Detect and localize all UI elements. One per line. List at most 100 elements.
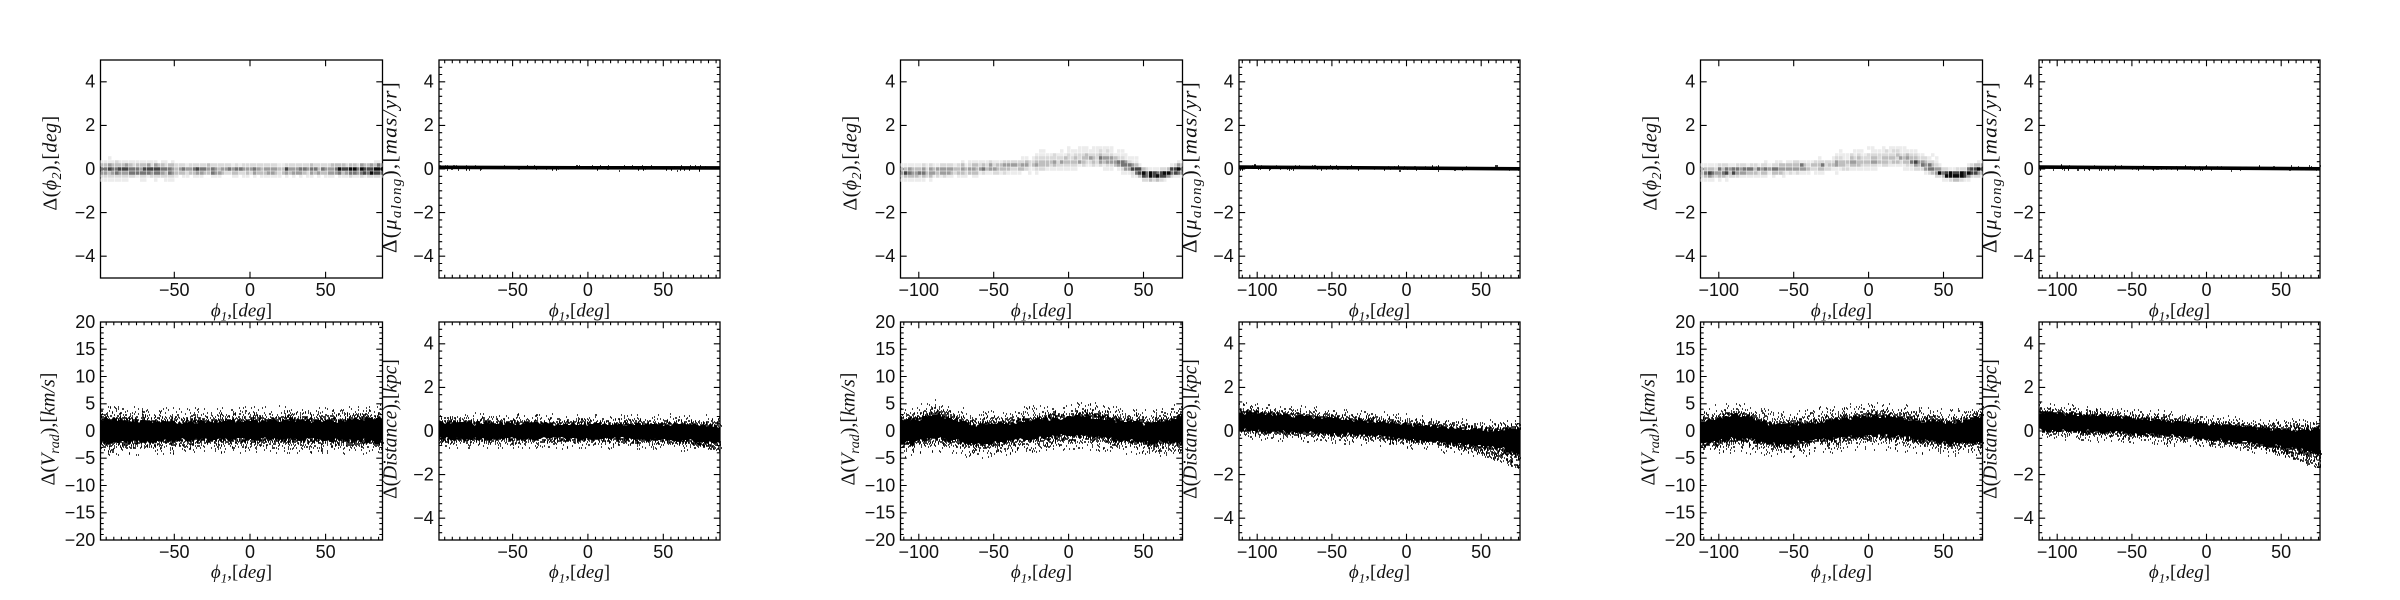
svg-text:0: 0	[1864, 280, 1874, 300]
svg-text:Δ(μalong​),[mas/yr]: Δ(μalong​),[mas/yr]	[1978, 81, 2006, 253]
svg-text:50: 50	[2271, 542, 2291, 562]
svg-text:4: 4	[1685, 72, 1695, 92]
svg-text:20: 20	[75, 312, 95, 332]
svg-text:0: 0	[1224, 159, 1234, 179]
svg-text:−4: −4	[1675, 246, 1696, 266]
svg-text:−20: −20	[1665, 530, 1696, 550]
svg-text:−2: −2	[875, 202, 896, 222]
svg-text:4: 4	[2024, 334, 2034, 354]
svg-text:ϕ1​,[deg]: ϕ1​,[deg]	[1349, 300, 1410, 323]
svg-text:Δ(ϕ2​),[deg]: Δ(ϕ2​),[deg]	[1640, 115, 1665, 210]
svg-text:−20: −20	[65, 530, 96, 550]
svg-text:50: 50	[653, 542, 673, 562]
svg-text:−2: −2	[413, 464, 434, 484]
svg-text:10: 10	[1675, 366, 1695, 386]
svg-text:−2: −2	[413, 202, 434, 222]
svg-text:−4: −4	[2013, 508, 2034, 528]
svg-text:20: 20	[1675, 312, 1695, 332]
svg-text:0: 0	[2024, 159, 2034, 179]
svg-text:0: 0	[1401, 542, 1411, 562]
svg-text:Δ(μalong​),[mas/yr]: Δ(μalong​),[mas/yr]	[378, 81, 406, 253]
svg-text:−100: −100	[1237, 280, 1278, 300]
svg-text:2: 2	[424, 377, 434, 397]
svg-text:−50: −50	[978, 280, 1009, 300]
svg-text:−15: −15	[65, 503, 96, 523]
svg-text:−5: −5	[1675, 448, 1696, 468]
svg-text:ϕ1​,[deg]: ϕ1​,[deg]	[1011, 562, 1072, 585]
svg-text:−2: −2	[75, 202, 96, 222]
svg-text:2: 2	[2024, 377, 2034, 397]
svg-text:0: 0	[424, 159, 434, 179]
svg-text:50: 50	[653, 280, 673, 300]
svg-text:−4: −4	[1213, 508, 1234, 528]
svg-text:50: 50	[1933, 542, 1953, 562]
svg-text:4: 4	[424, 334, 434, 354]
svg-text:Δ(ϕ2​),[deg]: Δ(ϕ2​),[deg]	[840, 115, 865, 210]
svg-text:−20: −20	[865, 530, 896, 550]
svg-text:−50: −50	[497, 280, 528, 300]
svg-text:−2: −2	[1675, 202, 1696, 222]
svg-text:5: 5	[885, 394, 895, 414]
svg-text:0: 0	[245, 280, 255, 300]
svg-text:0: 0	[1864, 542, 1874, 562]
svg-text:2: 2	[1224, 377, 1234, 397]
svg-text:50: 50	[1471, 280, 1491, 300]
svg-text:−50: −50	[1778, 280, 1809, 300]
svg-text:4: 4	[424, 72, 434, 92]
svg-text:Δ(Vrad​),[km/s]: Δ(Vrad​),[km/s]	[1638, 373, 1663, 486]
svg-text:2: 2	[2024, 115, 2034, 135]
svg-text:2: 2	[1224, 115, 1234, 135]
svg-text:−10: −10	[65, 475, 96, 495]
svg-text:−15: −15	[1665, 503, 1696, 523]
svg-text:−50: −50	[1317, 280, 1348, 300]
svg-text:−50: −50	[1778, 542, 1809, 562]
svg-text:15: 15	[1675, 339, 1695, 359]
svg-text:2: 2	[424, 115, 434, 135]
svg-text:4: 4	[885, 72, 895, 92]
svg-text:−10: −10	[1665, 475, 1696, 495]
svg-text:ϕ1​,[deg]: ϕ1​,[deg]	[549, 562, 610, 585]
svg-text:−50: −50	[497, 542, 528, 562]
svg-text:Δ(Vrad​),[km/s]: Δ(Vrad​),[km/s]	[838, 373, 863, 486]
svg-text:−2: −2	[2013, 464, 2034, 484]
svg-text:−2: −2	[1213, 202, 1234, 222]
svg-text:50: 50	[1133, 280, 1153, 300]
svg-text:50: 50	[316, 542, 336, 562]
svg-text:−4: −4	[75, 246, 96, 266]
svg-text:0: 0	[424, 421, 434, 441]
svg-text:50: 50	[316, 280, 336, 300]
svg-text:−5: −5	[75, 448, 96, 468]
svg-text:ϕ1​,[deg]: ϕ1​,[deg]	[1811, 562, 1872, 585]
svg-text:ϕ1​,[deg]: ϕ1​,[deg]	[2149, 562, 2210, 585]
svg-text:Δ(μalong​),[mas/yr]: Δ(μalong​),[mas/yr]	[1178, 81, 1206, 253]
svg-text:−100: −100	[899, 280, 940, 300]
svg-text:ϕ1​,[deg]: ϕ1​,[deg]	[211, 300, 272, 323]
svg-text:−5: −5	[875, 448, 896, 468]
svg-text:−100: −100	[2037, 280, 2078, 300]
svg-text:0: 0	[245, 542, 255, 562]
svg-text:50: 50	[1133, 542, 1153, 562]
svg-text:0: 0	[2024, 421, 2034, 441]
svg-text:0: 0	[2201, 542, 2211, 562]
svg-text:−4: −4	[413, 246, 434, 266]
svg-text:4: 4	[2024, 72, 2034, 92]
svg-text:0: 0	[1224, 421, 1234, 441]
svg-text:Δ(ϕ2​),[deg]: Δ(ϕ2​),[deg]	[40, 115, 65, 210]
svg-text:ϕ1​,[deg]: ϕ1​,[deg]	[211, 562, 272, 585]
svg-text:Δ(Distance),[kpc]: Δ(Distance),[kpc]	[1981, 359, 2002, 499]
svg-text:0: 0	[885, 421, 895, 441]
svg-text:5: 5	[1685, 394, 1695, 414]
svg-text:4: 4	[85, 72, 95, 92]
svg-text:−50: −50	[159, 542, 190, 562]
svg-text:0: 0	[85, 421, 95, 441]
svg-text:50: 50	[1933, 280, 1953, 300]
svg-text:ϕ1​,[deg]: ϕ1​,[deg]	[2149, 300, 2210, 323]
svg-text:0: 0	[2201, 280, 2211, 300]
svg-text:−50: −50	[2117, 280, 2148, 300]
svg-text:−50: −50	[2117, 542, 2148, 562]
svg-text:15: 15	[75, 339, 95, 359]
svg-text:15: 15	[875, 339, 895, 359]
svg-text:−100: −100	[1237, 542, 1278, 562]
svg-text:−100: −100	[2037, 542, 2078, 562]
svg-text:−15: −15	[865, 503, 896, 523]
